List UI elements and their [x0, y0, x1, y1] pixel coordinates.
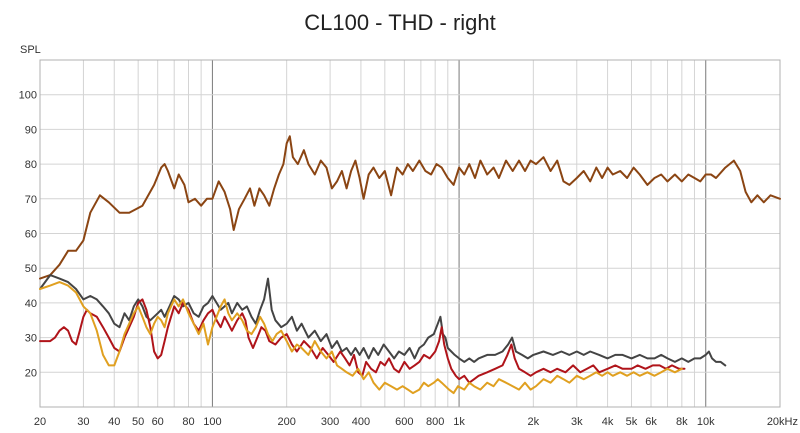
- x-tick-label: 300: [321, 416, 339, 428]
- y-tick-label: 70: [25, 194, 37, 206]
- x-tick-label: 100: [203, 416, 221, 428]
- plot-area: [39, 59, 781, 408]
- x-tick-label: 5k: [626, 416, 638, 428]
- y-tick-label: 60: [25, 229, 37, 241]
- x-tick-label: 40: [108, 416, 120, 428]
- x-tick-label: 80: [182, 416, 194, 428]
- series-lines: [39, 135, 781, 395]
- y-tick-label: 50: [25, 263, 37, 275]
- series-line-thd: [39, 274, 727, 367]
- x-tick-label: 200: [277, 416, 295, 428]
- y-tick-label: 20: [25, 367, 37, 379]
- x-tick-label: 60: [152, 416, 164, 428]
- x-tick-label: 10k: [697, 416, 715, 428]
- x-tick-label: 600: [395, 416, 413, 428]
- series-line-h3: [39, 281, 683, 395]
- y-axis-label: SPL: [20, 44, 41, 56]
- grid: [40, 60, 780, 407]
- x-tick-labels: 20 30 40 50 60 80 100 200 300 400 600 800 1k 2k 3k 4k 5k…: [34, 416, 798, 428]
- y-tick-label: 80: [25, 159, 37, 171]
- x-tick-label: 4k: [602, 416, 614, 428]
- y-tick-labels: 20 30 40 50 60 70 80 90 100: [19, 90, 37, 380]
- chart-title: CL100 - THD - right: [304, 10, 496, 35]
- x-tick-label: 1k: [453, 416, 465, 428]
- y-tick-label: 40: [25, 298, 37, 310]
- y-tick-label: 30: [25, 333, 37, 345]
- x-tick-label: 800: [426, 416, 444, 428]
- x-tick-label: 20kHz: [767, 416, 798, 428]
- x-tick-label: 8k: [676, 416, 688, 428]
- x-tick-label: 2k: [528, 416, 540, 428]
- y-tick-label: 90: [25, 124, 37, 136]
- series-line-h2: [39, 298, 686, 384]
- x-tick-label: 30: [77, 416, 89, 428]
- series-line-fundamental: [39, 135, 781, 280]
- x-tick-label: 400: [352, 416, 370, 428]
- x-tick-label: 50: [132, 416, 144, 428]
- x-tick-label: 3k: [571, 416, 583, 428]
- x-tick-label: 20: [34, 416, 46, 428]
- y-tick-label: 100: [19, 90, 37, 102]
- x-tick-label: 6k: [645, 416, 657, 428]
